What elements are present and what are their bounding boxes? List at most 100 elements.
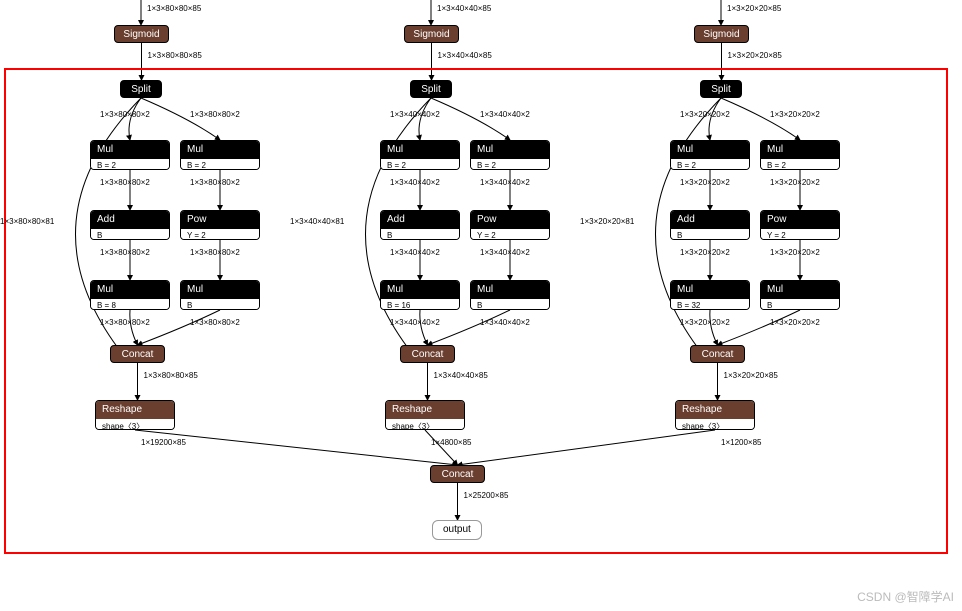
concat-node: Concat [400, 345, 455, 363]
pow-node: PowY = 2 [470, 210, 550, 240]
output-node: output [432, 520, 482, 540]
edge-label: 1×3×20×20×85 [727, 4, 781, 13]
pow-node: PowY = 2 [760, 210, 840, 240]
mul-node-title: Mul [181, 141, 259, 159]
mul-node-body: B = 8 [91, 299, 169, 310]
watermark: CSDN @智障学AI [857, 588, 954, 605]
pow-node: PowY = 2 [180, 210, 260, 240]
mul-node: MulB〈1×3×80×80×2〉 [180, 280, 260, 310]
edge-label: 1×25200×85 [464, 491, 509, 500]
mul-node: MulB = 2 [90, 140, 170, 170]
mul-node-body: B〈1×3×20×20×2〉 [761, 299, 839, 310]
edge-label: 1×3×80×80×2 [100, 178, 150, 187]
edge-label: 1×3×20×20×2 [680, 318, 730, 327]
add-node-title: Add [381, 211, 459, 229]
mul-node-title: Mul [91, 141, 169, 159]
mul-node-body: B = 2 [181, 159, 259, 170]
mul-node-title: Mul [761, 141, 839, 159]
mul-node-body: B = 2 [471, 159, 549, 170]
mul-node-title: Mul [471, 141, 549, 159]
edge-label: 1×3×40×40×2 [390, 178, 440, 187]
edge-label: 1×3×40×40×2 [390, 110, 440, 119]
reshape-node: Reshapeshape〈3〉 [385, 400, 465, 430]
pow-node-body: Y = 2 [181, 229, 259, 240]
add-node: AddB〈1×3×80×80×2〉 [90, 210, 170, 240]
split-node: Split [410, 80, 452, 98]
edge-label: 1×3×20×20×2 [770, 248, 820, 257]
pow-node-title: Pow [181, 211, 259, 229]
mul-node: MulB = 16 [380, 280, 460, 310]
edge-label: 1×3×40×40×2 [480, 178, 530, 187]
mul-node-body: B〈1×3×80×80×2〉 [181, 299, 259, 310]
mul-node: MulB = 2 [760, 140, 840, 170]
edge-label: 1×3×20×20×2 [680, 110, 730, 119]
concat-node: Concat [110, 345, 165, 363]
reshape-node-title: Reshape [386, 401, 464, 419]
mul-node: MulB〈1×3×20×20×2〉 [760, 280, 840, 310]
mul-node-body: B = 2 [91, 159, 169, 170]
edge-label: 1×3×20×20×2 [680, 248, 730, 257]
mul-node: MulB = 8 [90, 280, 170, 310]
add-node-body: B〈1×3×40×40×2〉 [381, 229, 459, 240]
edge-label: 1×3×80×80×81 [0, 217, 54, 226]
edge-label: 1×3×20×20×81 [580, 217, 634, 226]
add-node-title: Add [91, 211, 169, 229]
edge-label: 1×19200×85 [141, 438, 186, 447]
edge-label: 1×3×80×80×2 [100, 110, 150, 119]
reshape-node-title: Reshape [676, 401, 754, 419]
mul-node-title: Mul [471, 281, 549, 299]
edge-label: 1×3×20×20×2 [770, 318, 820, 327]
edge-label: 1×4800×85 [431, 438, 472, 447]
concat-node: Concat [690, 345, 745, 363]
edge-label: 1×3×40×40×2 [480, 318, 530, 327]
edge-label: 1×3×80×80×2 [190, 110, 240, 119]
mul-node-title: Mul [671, 141, 749, 159]
edge-label: 1×3×80×80×2 [100, 318, 150, 327]
mul-node-body: B = 16 [381, 299, 459, 310]
edge-label: 1×3×20×20×85 [724, 371, 778, 380]
edge-label: 1×3×20×20×85 [728, 51, 782, 60]
final-concat-node: Concat [430, 465, 485, 483]
edge-label: 1×3×80×80×2 [190, 248, 240, 257]
edge-label: 1×3×80×80×85 [148, 51, 202, 60]
mul-node: MulB = 2 [670, 140, 750, 170]
reshape-node-body: shape〈3〉 [386, 419, 464, 430]
mul-node: MulB = 2 [180, 140, 260, 170]
edge-label: 1×3×20×20×2 [770, 110, 820, 119]
reshape-node-title: Reshape [96, 401, 174, 419]
mul-node-title: Mul [381, 141, 459, 159]
mul-node-title: Mul [381, 281, 459, 299]
reshape-node: Reshapeshape〈3〉 [675, 400, 755, 430]
mul-node: MulB = 2 [380, 140, 460, 170]
edge-label: 1×3×80×80×2 [190, 318, 240, 327]
mul-node-title: Mul [671, 281, 749, 299]
add-node-title: Add [671, 211, 749, 229]
reshape-node-body: shape〈3〉 [96, 419, 174, 430]
add-node-body: B〈1×3×80×80×2〉 [91, 229, 169, 240]
split-node: Split [120, 80, 162, 98]
sigmoid-node: Sigmoid [404, 25, 459, 43]
edge-label: 1×3×40×40×85 [437, 4, 491, 13]
edge-label: 1×1200×85 [721, 438, 762, 447]
add-node: AddB〈1×3×40×40×2〉 [380, 210, 460, 240]
mul-node: MulB = 32 [670, 280, 750, 310]
edge-label: 1×3×40×40×2 [390, 318, 440, 327]
edge-label: 1×3×40×40×85 [438, 51, 492, 60]
mul-node-body: B = 2 [381, 159, 459, 170]
edge-label: 1×3×80×80×85 [147, 4, 201, 13]
edge-label: 1×3×20×20×2 [770, 178, 820, 187]
edge-label: 1×3×80×80×2 [100, 248, 150, 257]
sigmoid-node: Sigmoid [694, 25, 749, 43]
edge-label: 1×3×20×20×2 [680, 178, 730, 187]
pow-node-body: Y = 2 [471, 229, 549, 240]
mul-node-title: Mul [91, 281, 169, 299]
split-node: Split [700, 80, 742, 98]
edge-label: 1×3×40×40×2 [390, 248, 440, 257]
reshape-node: Reshapeshape〈3〉 [95, 400, 175, 430]
edge-label: 1×3×80×80×85 [144, 371, 198, 380]
pow-node-title: Pow [471, 211, 549, 229]
sigmoid-node: Sigmoid [114, 25, 169, 43]
mul-node-body: B = 2 [671, 159, 749, 170]
edge-label: 1×3×40×40×2 [480, 248, 530, 257]
mul-node: MulB〈1×3×40×40×2〉 [470, 280, 550, 310]
